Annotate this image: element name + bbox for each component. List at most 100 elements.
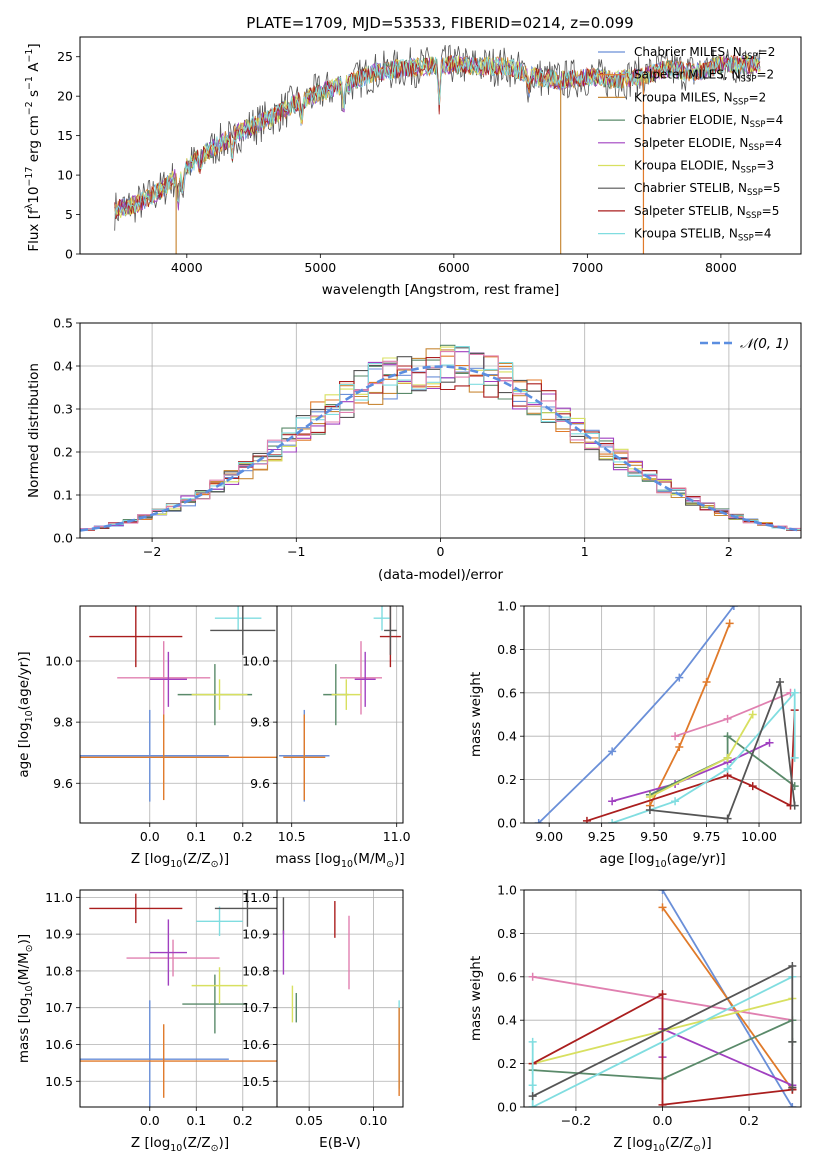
x-tick-label: 11.0 [383, 829, 411, 844]
y-tick-label: 15 [57, 128, 73, 143]
label-part: ⊙ [211, 1143, 219, 1154]
y-tick-label: 9.8 [250, 715, 270, 730]
weight-marker [645, 805, 654, 814]
y-axis-label: Flux [fλ10−17 erg cm−2 s−1 A−1] [24, 43, 42, 251]
y-tick-label: 10.0 [45, 654, 73, 669]
y-tick-label: 11.0 [45, 890, 73, 905]
weight-marker [723, 714, 732, 723]
y-axis-label: mass [log10(M/M⊙)] [16, 934, 35, 1063]
legend-count: =5 [763, 181, 781, 195]
y-tick-label: 25 [57, 49, 73, 64]
weight-marker [723, 814, 732, 823]
weight-marker [534, 819, 543, 823]
legend-entry: Chabrier ELODIE, NSSP=4 [634, 113, 783, 130]
y-tick-label: 10.6 [242, 1037, 270, 1052]
label-part: )] [394, 851, 405, 867]
weight-marker [729, 606, 738, 610]
legend-count: =5 [762, 204, 780, 218]
x-tick-label: 0.10 [360, 1113, 388, 1128]
panel-age-Z: 0.0 0.1 0.29.69.810.0Z [log10(Z/Z⊙)]age [l… [16, 605, 281, 870]
y-tick-label: 10.9 [242, 927, 270, 942]
label-part: Z [log [131, 1135, 170, 1151]
label-part: 10 [341, 859, 353, 870]
x-axis-label: age [log10(age/yr)] [599, 851, 725, 870]
legend-sub: SSP [741, 75, 757, 85]
label-part: (M/M [16, 952, 32, 985]
weight-marker [608, 819, 617, 823]
legend-sub: SSP [747, 188, 763, 198]
x-tick-label: 0.1 [186, 829, 206, 844]
gaussian-curve [80, 365, 801, 532]
label-part: )] [219, 851, 230, 867]
x-tick-label: 9.75 [693, 829, 721, 844]
histogram-step [80, 351, 801, 530]
weight-marker [608, 797, 617, 806]
x-axis-label: wavelength [Angstrom, rest frame] [322, 282, 560, 298]
plot-marks [534, 606, 799, 823]
x-tick-label: 0.0 [140, 1113, 160, 1128]
weight-marker [765, 738, 774, 747]
legend-count: =4 [766, 113, 784, 127]
x-axis-label: (data-model)/error [378, 567, 504, 583]
weight-marker [790, 753, 799, 762]
legend-name: Salpeter MILES, N [634, 68, 741, 82]
panel-spectrum: 4000 5000 6000 7000 8000 0 5 10 15 20 25 wavelength… [24, 36, 802, 298]
x-tick-label: 1 [581, 544, 589, 559]
x-tick-label: 0 [437, 544, 445, 559]
y-tick-label: 0.3 [53, 402, 73, 417]
weight-marker [658, 903, 667, 912]
legend-entry: 𝒩(0, 1) [740, 336, 789, 352]
plot-marks [80, 890, 280, 1107]
y-tick-label: 9.6 [53, 776, 73, 791]
weight-line [649, 734, 796, 796]
legend-sub: SSP [733, 97, 749, 107]
y-tick-label: 0.4 [497, 729, 517, 744]
legend-name: Chabrier ELODIE, N [634, 113, 750, 127]
label-part: erg cm [26, 115, 42, 166]
label-part: (Z/Z [182, 1135, 210, 1151]
plot-marks [282, 897, 400, 1096]
weight-marker [725, 619, 734, 628]
x-tick-label: −0.2 [561, 1113, 591, 1128]
weight-line [532, 992, 793, 1106]
label-part: (Z/Z [182, 851, 210, 867]
label-part: ⊙ [386, 859, 394, 870]
label-part: Z [log [613, 1135, 652, 1151]
x-tick-label: 0.05 [295, 1113, 323, 1128]
plot-area [277, 606, 403, 823]
x-axis-label: Z [log10(Z/Z⊙)] [613, 1135, 711, 1154]
y-tick-label: 0.6 [497, 685, 517, 700]
y-tick-label: 0.4 [53, 359, 73, 374]
weight-marker [748, 710, 757, 719]
label-part: ⊙ [24, 944, 35, 952]
y-tick-label: 0.0 [497, 1100, 517, 1115]
label-part: age [log [599, 851, 654, 867]
x-tick-label: −1 [287, 544, 305, 559]
label-part: age [log [16, 722, 32, 777]
label-part: mass [log [16, 997, 32, 1063]
y-tick-label: 0.2 [497, 1056, 517, 1071]
y-tick-label: 20 [57, 89, 73, 104]
label-part: −2 [24, 101, 35, 115]
y-tick-label: 9.8 [53, 715, 73, 730]
legend-name: Chabrier MILES, N [634, 45, 742, 59]
weight-marker [776, 677, 785, 686]
plot-marks [528, 890, 797, 1107]
y-tick-label: 11.0 [242, 890, 270, 905]
legend-count: =4 [764, 136, 782, 150]
weight-marker [528, 972, 537, 981]
y-tick-label: 1.0 [497, 599, 517, 614]
label-part: s [26, 90, 42, 101]
x-tick-label: 0.1 [186, 1113, 206, 1128]
weight-marker [675, 743, 684, 752]
label-part: 10 [655, 859, 667, 870]
x-tick-label: −2 [143, 544, 161, 559]
histogram-step [80, 346, 801, 531]
legend-name: Salpeter STELIB, N [634, 204, 746, 218]
y-tick-label: 1.0 [497, 883, 517, 898]
y-tick-label: 0.1 [53, 488, 73, 503]
weight-line [538, 606, 735, 823]
weight-marker [528, 1092, 537, 1101]
y-tick-label: 10.0 [242, 654, 270, 669]
axes-frame [276, 605, 404, 824]
